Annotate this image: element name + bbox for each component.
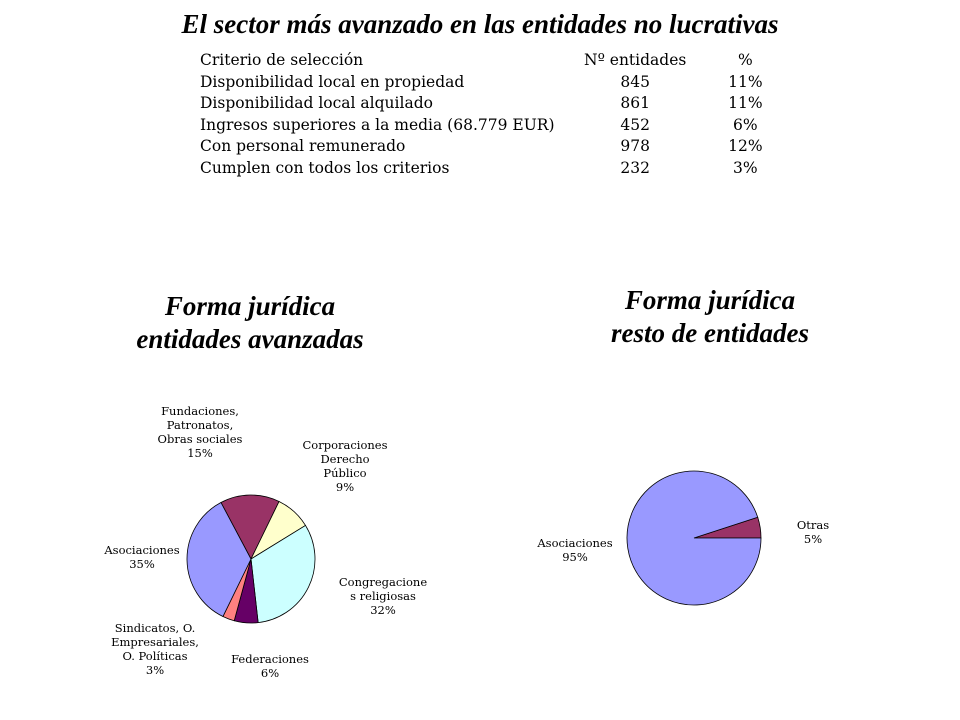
pie-label-congregaciones: Congregacione s religiosas 32% — [318, 575, 448, 617]
criteria-table: Criterio de selección Nº entidades % Dis… — [196, 50, 800, 179]
row-criterio: Ingresos superiores a la media (68.779 E… — [200, 115, 555, 134]
pie-value-fundaciones: 15% — [187, 446, 213, 460]
page-title: El sector más avanzado en las entidades … — [181, 9, 779, 39]
row-count: 861 — [620, 94, 650, 112]
chart-title-right-line1: Forma jurídica — [624, 285, 796, 315]
row-percent: 3% — [733, 158, 758, 177]
header-percent: % — [737, 51, 753, 69]
pie-chart-avanzadas — [186, 494, 316, 624]
row-criterio: Disponibilidad local alquilado — [200, 94, 433, 112]
pie-slice-resto-1 — [626, 470, 762, 606]
pie-slice-avanzadas-0 — [220, 494, 280, 560]
table-header-row: Criterio de selección Nº entidades % — [196, 50, 800, 72]
header-num-entidades: Nº entidades — [584, 51, 687, 69]
pie-label-asociaciones: Asociaciones 35% — [82, 543, 202, 571]
row-count: 845 — [620, 72, 650, 91]
row-percent: 11% — [728, 94, 763, 112]
pie-value-congregaciones: 32% — [370, 603, 396, 617]
pie-label-otras: Otras 5% — [768, 518, 858, 546]
chart-title-left: Forma jurídica entidades avanzadas — [60, 290, 440, 356]
row-criterio: Con personal remunerado — [200, 137, 406, 155]
pie-slice-avanzadas-5 — [186, 501, 252, 618]
pie-label-corporaciones: Corporaciones Derecho Público 9% — [285, 438, 405, 494]
table-row: Ingresos superiores a la media (68.779 E… — [196, 115, 800, 137]
row-count: 232 — [620, 158, 650, 177]
row-percent: 12% — [728, 137, 763, 155]
header-criterio: Criterio de selección — [200, 51, 364, 69]
pie-value-federaciones: 6% — [260, 666, 280, 680]
pie-label-asociaciones-resto: Asociaciones 95% — [520, 536, 630, 564]
row-count: 452 — [620, 115, 650, 134]
pie-label-fundaciones: Fundaciones, Patronatos, Obras sociales … — [140, 404, 260, 460]
row-count: 978 — [620, 137, 650, 155]
pie-label-federaciones: Federaciones 6% — [210, 652, 330, 680]
row-criterio: Cumplen con todos los criterios — [200, 158, 450, 177]
chart-title-right: Forma jurídica resto de entidades — [520, 284, 900, 350]
pie-value-asociaciones: 35% — [129, 557, 155, 571]
row-percent: 11% — [728, 72, 763, 91]
table-row: Con personal remunerado 978 12% — [196, 136, 800, 158]
pie-value-asociaciones-resto: 95% — [562, 550, 588, 564]
table-row: Disponibilidad local en propiedad 845 11… — [196, 72, 800, 94]
chart-title-right-line2: resto de entidades — [611, 318, 809, 348]
pie-label-sindicatos: Sindicatos, O. Empresariales, O. Polític… — [95, 621, 215, 677]
table-row: Cumplen con todos los criterios 232 3% — [196, 158, 800, 180]
pie-value-sindicatos: 3% — [145, 663, 165, 677]
row-percent: 6% — [733, 115, 758, 134]
pie-value-otras: 5% — [803, 532, 823, 546]
chart-title-left-line2: entidades avanzadas — [136, 324, 364, 354]
pie-slice-avanzadas-2 — [250, 524, 316, 624]
pie-value-corporaciones: 9% — [335, 480, 355, 494]
chart-title-left-line1: Forma jurídica — [164, 291, 336, 321]
pie-chart-resto — [626, 470, 762, 606]
row-criterio: Disponibilidad local en propiedad — [200, 72, 465, 91]
table-row: Disponibilidad local alquilado 861 11% — [196, 93, 800, 115]
